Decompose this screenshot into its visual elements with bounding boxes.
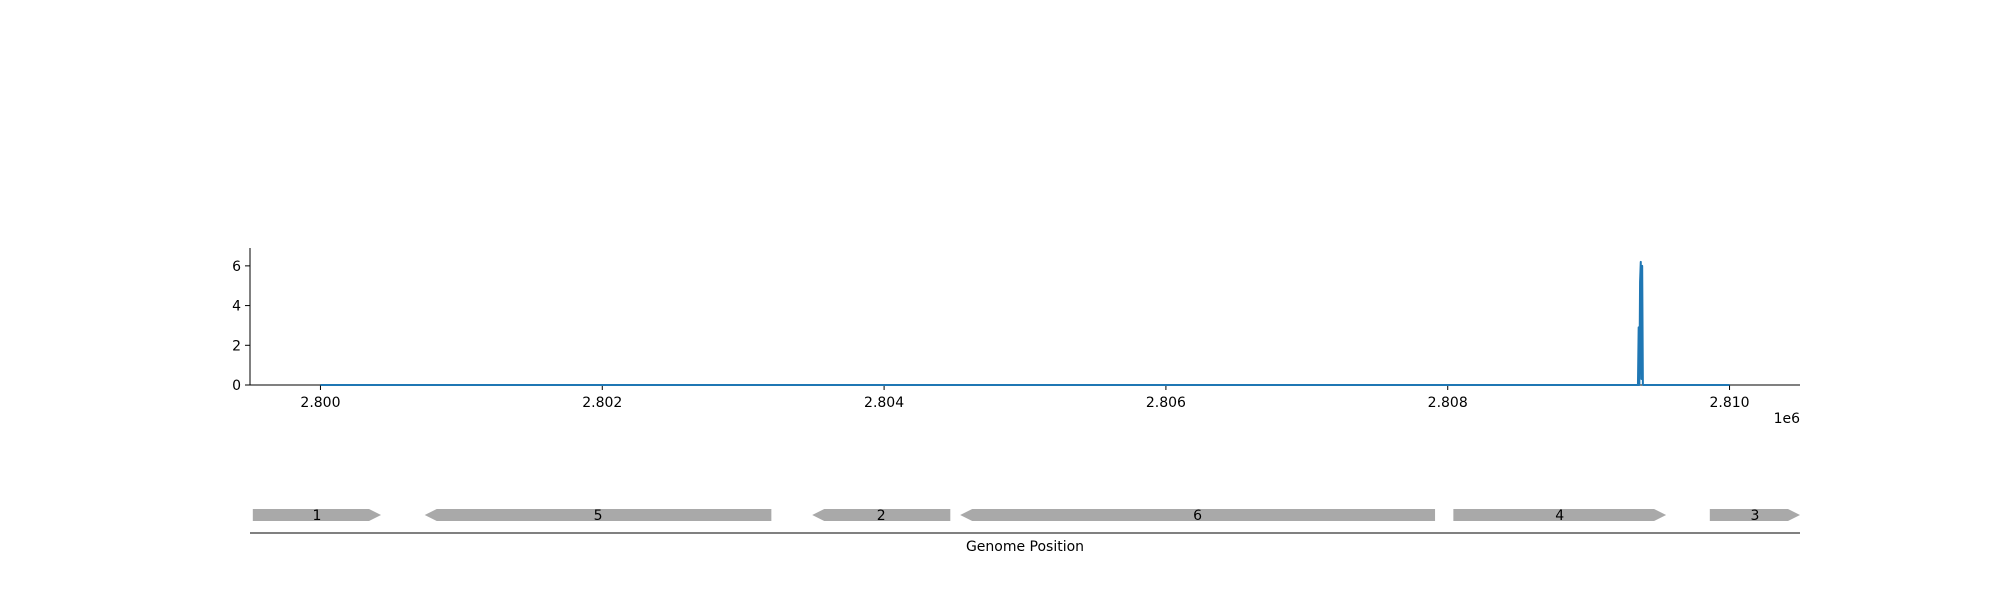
gene-feature-arrow	[1453, 509, 1667, 521]
y-tick-label: 4	[232, 299, 241, 315]
gene-track-panel: 1 5 2 6 4 3 Genome Position	[250, 508, 1800, 555]
y-tick-label: 2	[232, 338, 241, 354]
x-tick-label: 2.804	[864, 395, 904, 411]
y-ticks: 0 2 4 6	[232, 259, 250, 394]
y-tick-label: 0	[232, 378, 241, 394]
gene-feature-arrow	[812, 509, 951, 521]
x-offset-label: 1e6	[1774, 411, 1801, 427]
coverage-series-line	[320, 260, 1730, 386]
x-tick-label: 2.800	[300, 395, 340, 411]
gene-feature-label: 2	[877, 508, 886, 524]
gene-feature-label: 3	[1750, 508, 1759, 524]
gene-feature-arrow	[424, 509, 772, 521]
gene-feature-arrow	[252, 509, 382, 521]
x-tick-label: 2.802	[582, 395, 622, 411]
gene-features: 1 5 2 6 4 3	[252, 508, 1800, 524]
coverage-panel: 0 2 4 6 2.800 2.802 2.804 2.806 2.808 2.810 1e6	[232, 248, 1800, 427]
x-tick-label: 2.808	[1428, 395, 1468, 411]
gene-feature-label: 6	[1193, 508, 1202, 524]
y-tick-label: 6	[232, 259, 241, 275]
gene-feature-label: 5	[594, 508, 603, 524]
gene-feature-arrow	[960, 509, 1436, 521]
x-ticks: 2.800 2.802 2.804 2.806 2.808 2.810	[300, 385, 1750, 411]
genome-position-label: Genome Position	[966, 539, 1084, 555]
gene-feature-arrow	[1709, 509, 1800, 521]
x-tick-label: 2.810	[1709, 395, 1749, 411]
x-tick-label: 2.806	[1146, 395, 1186, 411]
gene-feature-label: 4	[1555, 508, 1564, 524]
gene-feature-label: 1	[312, 508, 321, 524]
